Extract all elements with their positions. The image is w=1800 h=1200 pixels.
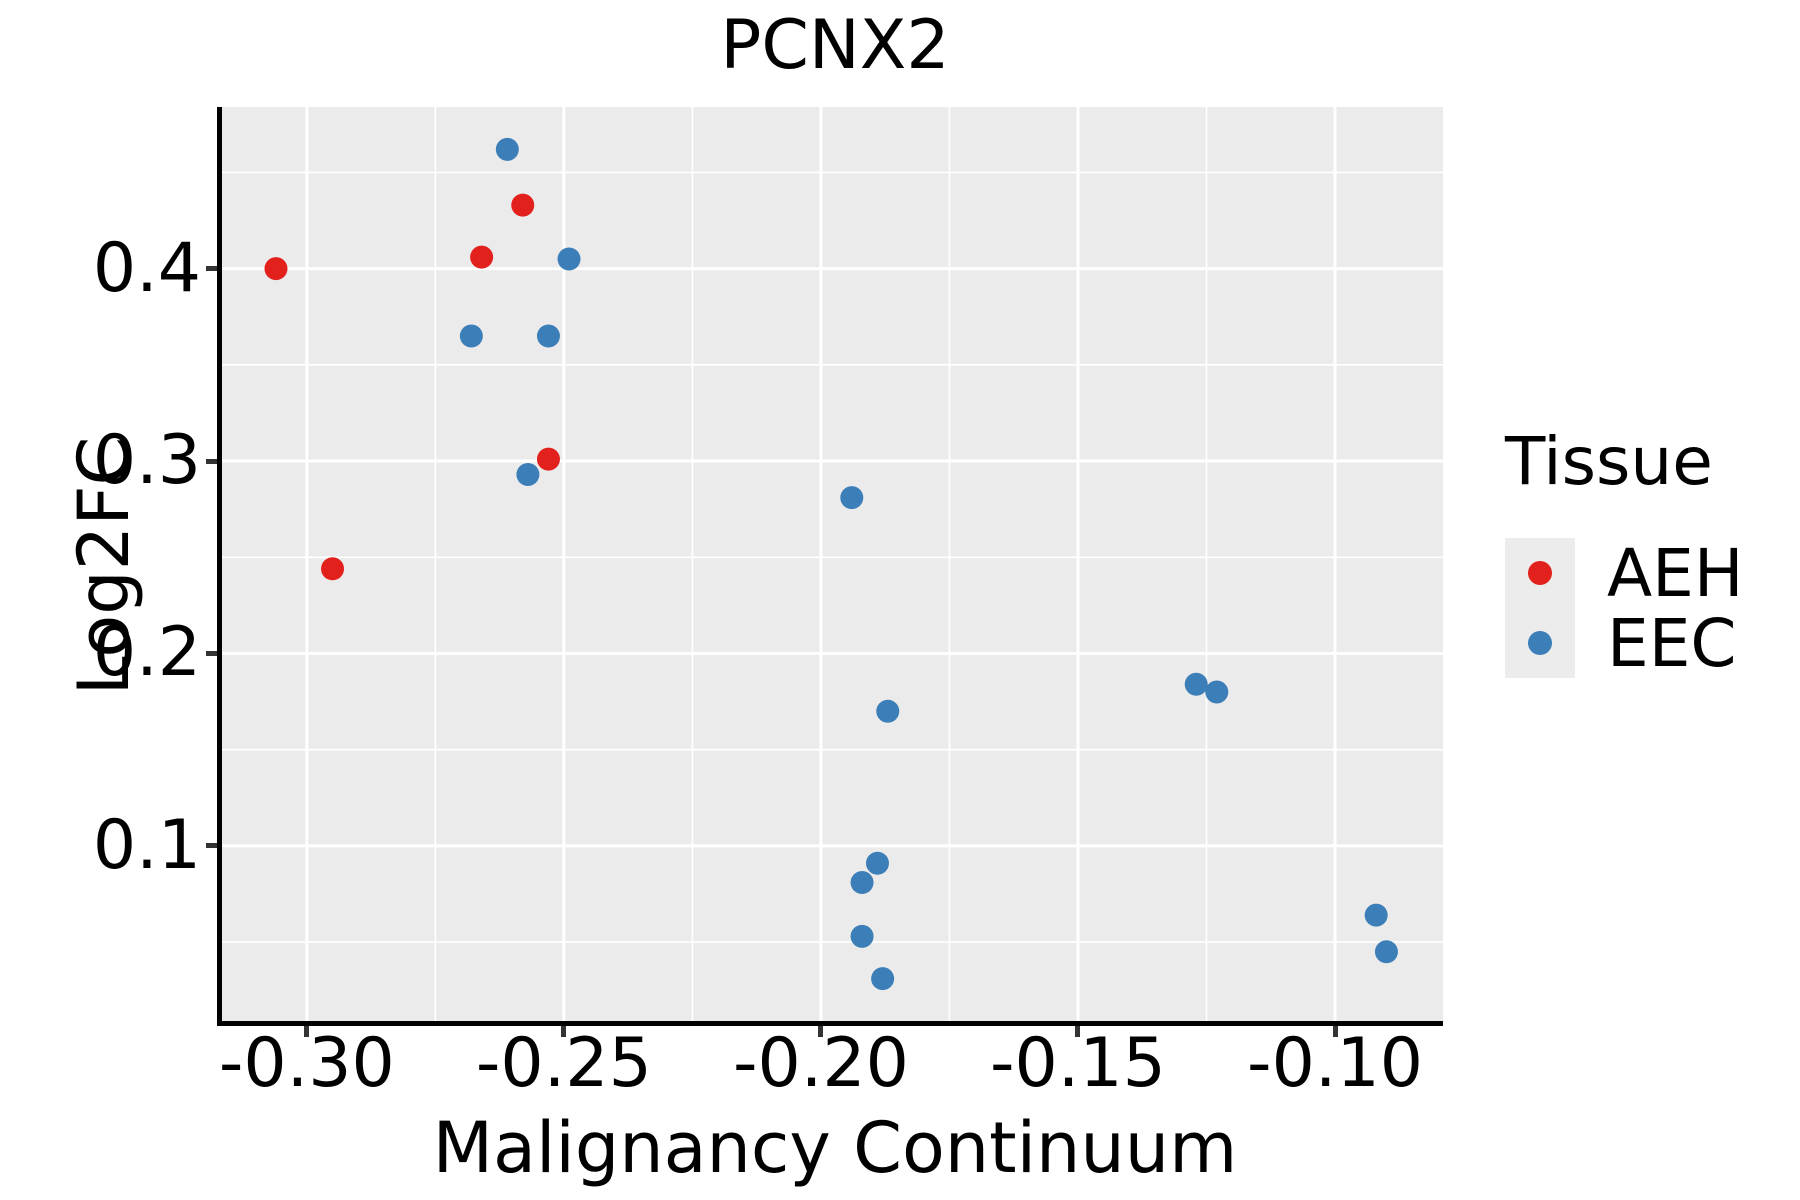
legend-title: Tissue [1505,423,1713,500]
plot-panel [217,107,1443,1026]
x-tick-mark [1332,1026,1338,1037]
data-point-eec [459,324,483,348]
y-tick-label: 0.1 [92,805,201,885]
y-tick-label: 0.4 [92,228,201,308]
x-tick-mark [304,1026,310,1037]
y-tick-mark [206,650,217,656]
data-point-aeh [536,447,560,471]
y-tick-mark [206,843,217,849]
legend-rows: AEH EEC [1505,535,1743,682]
data-point-eec [850,870,874,894]
data-point-eec [865,851,889,875]
y-tick-mark [206,458,217,464]
data-point-eec [850,924,874,948]
x-tick-label: -0.15 [990,1024,1166,1103]
x-tick-label: -0.20 [732,1024,909,1103]
x-tick-mark [561,1026,567,1037]
legend-key-eec [1505,608,1575,678]
data-point-eec [1364,903,1388,927]
legend: Tissue AEH EEC [1505,420,1743,682]
plot-area-canvas [222,107,1443,1021]
data-point-aeh [264,257,288,281]
legend-row-aeh: AEH [1505,535,1743,612]
x-tick-label: -0.10 [1247,1024,1423,1103]
legend-row-eec: EEC [1505,605,1743,682]
legend-label-aeh: AEH [1607,534,1744,612]
data-point-aeh [321,557,345,581]
data-point-eec [1205,680,1229,704]
data-point-eec [516,463,540,487]
data-point-aeh [470,245,494,269]
y-axis-title: Log2FC [63,436,145,696]
data-point-eec [536,324,560,348]
data-point-eec [495,137,519,161]
legend-key-aeh [1505,538,1575,608]
data-point-eec [1374,940,1398,964]
aeh-point-icon [1528,561,1552,585]
x-tick-mark [1075,1026,1081,1037]
data-point-eec [871,967,895,991]
x-tick-label: -0.30 [218,1024,395,1103]
legend-label-eec: EEC [1607,604,1737,682]
data-point-eec [557,247,581,271]
chart-title: PCNX2 [720,6,950,85]
data-point-eec [1184,672,1208,696]
data-point-eec [876,699,900,723]
data-point-eec [840,486,864,510]
y-tick-mark [206,266,217,272]
eec-point-icon [1528,631,1552,655]
x-tick-label: -0.25 [475,1024,652,1103]
x-tick-mark [818,1026,824,1037]
x-axis-title: Malignancy Continuum [432,1107,1238,1189]
data-point-aeh [511,193,535,217]
y-tick-label: 0.3 [92,421,201,501]
y-tick-label: 0.2 [92,613,201,693]
